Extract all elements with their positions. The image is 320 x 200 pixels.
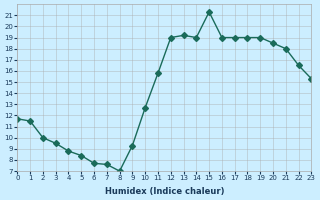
X-axis label: Humidex (Indice chaleur): Humidex (Indice chaleur) (105, 187, 224, 196)
